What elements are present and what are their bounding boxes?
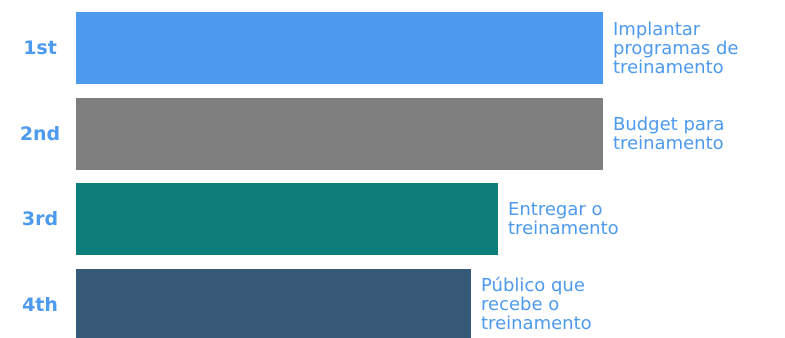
bar-label: Público que recebe o treinamento [481,276,592,333]
bar [76,183,498,255]
rank-label: 4th [22,293,58,316]
bar-label-line: Público que [481,275,585,296]
rank-label: 3rd [21,208,59,230]
bar [76,97,603,170]
bar-label-line: treinamento [613,133,724,154]
bar [76,12,603,84]
bar-label-line: treinamento [481,313,592,334]
bar-label: Budget para treinamento [613,115,724,153]
bar-label-line: Entregar o [508,199,603,220]
bar [76,268,471,338]
bar-label-line: Budget para [613,114,725,135]
rank-label: 2nd [19,122,61,145]
bar-label-line: programas de [613,38,739,59]
bar-label: Entregar o treinamento [508,200,619,238]
bar-label: Implantar programas de treinamento [613,20,738,77]
rank-label: 1st [23,37,57,59]
bar-label-line: treinamento [613,57,724,78]
bar-label-line: recebe o [481,294,560,315]
bar-label-line: Implantar [613,19,701,40]
bar-label-line: treinamento [508,218,619,239]
